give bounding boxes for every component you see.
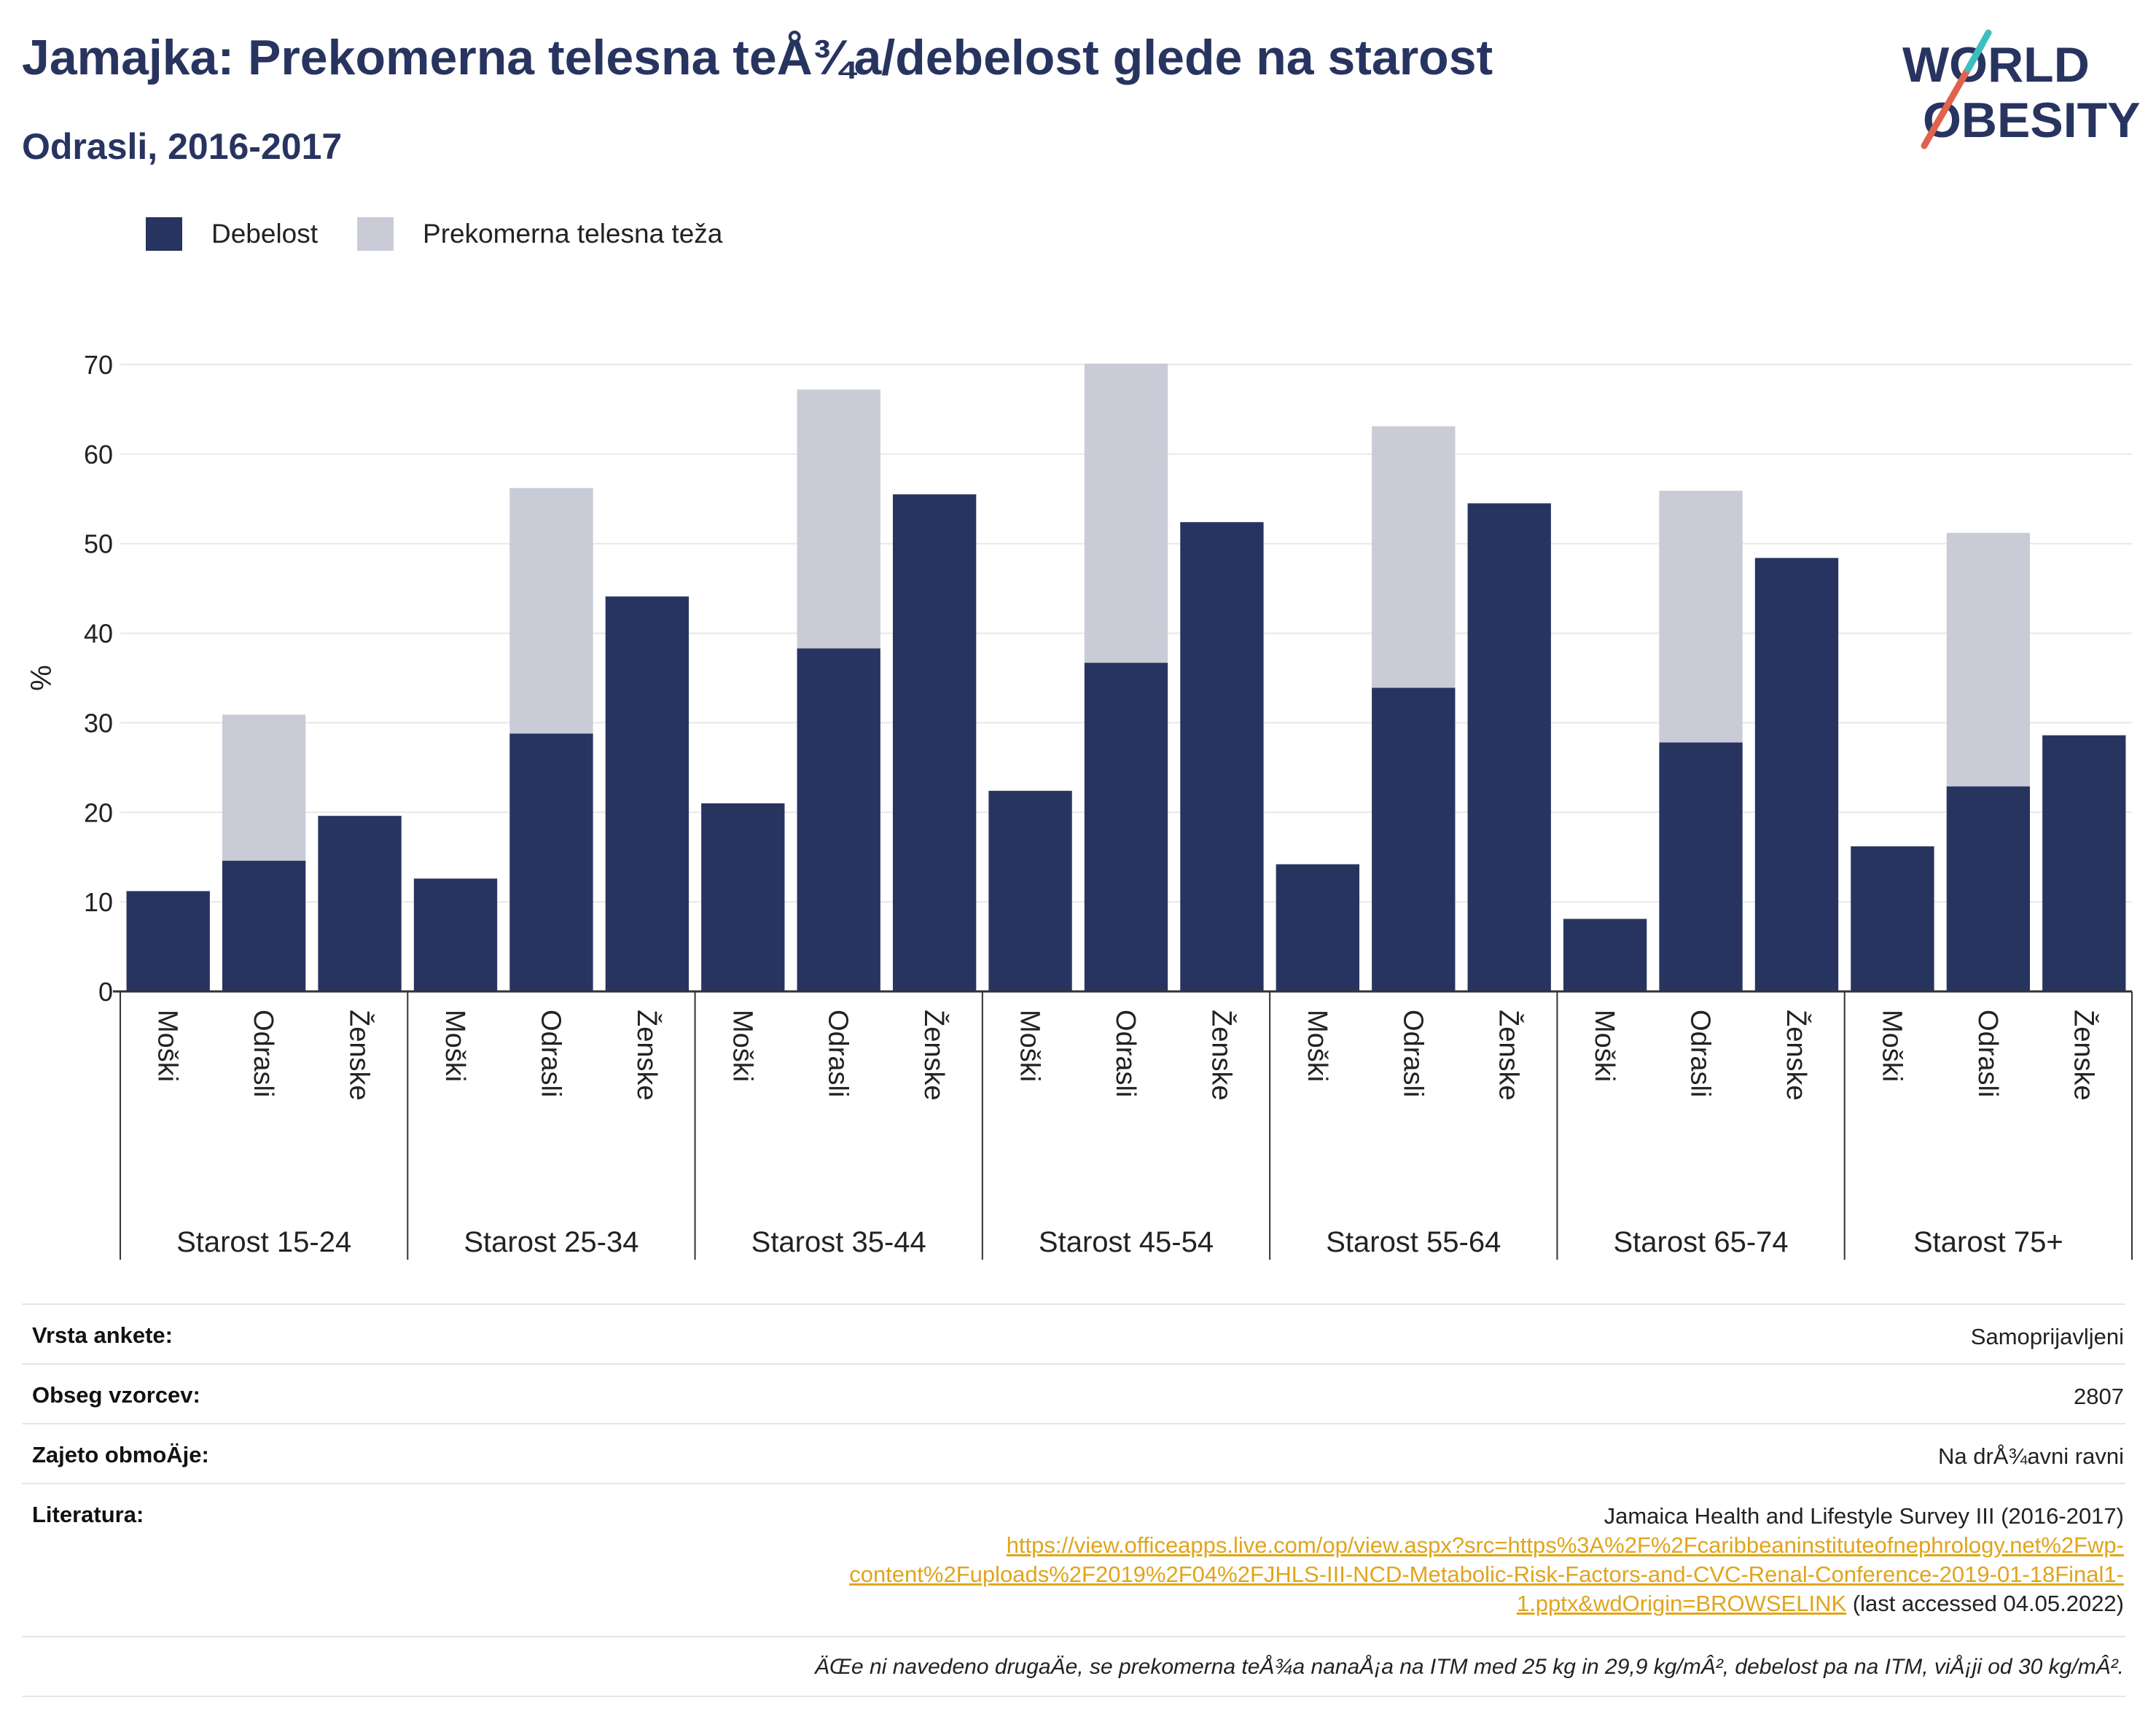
x-tick-label: Ženske [344, 1010, 375, 1101]
x-tick-label: Ženske [2068, 1010, 2099, 1101]
legend-swatch-obesity [146, 217, 182, 251]
bar-obesity [509, 733, 593, 991]
x-tick-label: Moški [440, 1010, 470, 1082]
x-tick-label: Odrasli [823, 1010, 854, 1097]
y-tick-label: 60 [84, 440, 113, 469]
x-tick-label: Moški [152, 1010, 183, 1082]
group-label: Starost 15-24 [176, 1226, 351, 1258]
group-label: Starost 75+ [1913, 1226, 2063, 1258]
info-table: Vrsta ankete: Samoprijavljeni Obseg vzor… [22, 1303, 2125, 1697]
bar-obesity [701, 803, 784, 991]
bar-overweight [222, 714, 305, 860]
bar-obesity [2042, 736, 2125, 991]
x-tick-label: Moški [1876, 1010, 1907, 1082]
bar-chart: 0 10 20 30 40 50 60 70% Moški Odrasli Ženske Staros… [0, 292, 2156, 1268]
bar-overweight [1085, 364, 1168, 663]
bar-obesity [606, 596, 689, 991]
legend-label-overweight: Prekomerna telesna teža [423, 219, 722, 249]
x-tick-label: Moški [1589, 1010, 1620, 1082]
y-tick-label: 10 [84, 887, 113, 917]
x-tick-label: Odrasli [1972, 1010, 2003, 1097]
group-label: Starost 65-74 [1614, 1226, 1789, 1258]
bar-obesity [1085, 663, 1168, 991]
legend-swatch-overweight [357, 217, 394, 251]
sample-value: 2807 [2074, 1382, 2124, 1423]
bar-obesity [1372, 688, 1455, 991]
sample-label: Obseg vzorcev: [32, 1382, 200, 1423]
group-label: Starost 35-44 [751, 1226, 926, 1258]
bar-overweight [1372, 426, 1455, 688]
world-obesity-logo: WORLD OBESITY [1902, 29, 2143, 153]
logo-line2: OBESITY [1923, 93, 2141, 148]
legend-item-obesity[interactable]: Debelost [146, 217, 318, 251]
x-tick-label: Moški [1302, 1010, 1332, 1082]
bar-obesity [1180, 522, 1263, 991]
survey-type-label: Vrsta ankete: [32, 1322, 173, 1363]
group-label: Starost 25-34 [464, 1226, 638, 1258]
y-tick-label: 0 [98, 977, 113, 1007]
chart-subtitle: Odrasli, 2016-2017 [22, 125, 342, 168]
x-tick-label: Odrasli [535, 1010, 566, 1097]
bar-obesity [1659, 742, 1742, 991]
x-tick-label: Odrasli [1685, 1010, 1716, 1097]
bar-obesity [1563, 919, 1647, 991]
bar-obesity [1755, 558, 1838, 991]
y-tick-label: 20 [84, 798, 113, 827]
group-label: Starost 55-64 [1326, 1226, 1501, 1258]
bar-obesity [318, 816, 401, 991]
area-value: Na drÅ¾avni ravni [1938, 1442, 2124, 1483]
bar-obesity [414, 878, 497, 991]
info-row-area: Zajeto obmoÄ je: Na drÅ¾avni ravni [22, 1423, 2125, 1483]
y-tick-label: 30 [84, 708, 113, 738]
bar-obesity [988, 791, 1071, 991]
survey-type-value: Samoprijavljeni [1971, 1322, 2124, 1363]
literature-value: Jamaica Health and Lifestyle Survey III … [849, 1502, 2124, 1636]
x-tick-label: Moški [727, 1010, 757, 1082]
x-tick-label: Odrasli [1397, 1010, 1428, 1097]
x-tick-label: Ženske [1206, 1010, 1237, 1101]
bar-obesity [1468, 503, 1551, 991]
literature-accessed: (last accessed 04.05.2022) [1846, 1591, 2124, 1616]
literature-source: Jamaica Health and Lifestyle Survey III … [1604, 1503, 2124, 1529]
x-tick-label: Ženske [631, 1010, 663, 1101]
info-row-sample: Obseg vzorcev: 2807 [22, 1363, 2125, 1423]
y-tick-label: 40 [84, 619, 113, 649]
area-label: Zajeto obmoÄ je: [32, 1442, 209, 1483]
y-tick-label: 50 [84, 529, 113, 559]
legend-item-overweight[interactable]: Prekomerna telesna teža [357, 217, 722, 251]
legend: Debelost Prekomerna telesna teža [146, 217, 762, 251]
bar-obesity [797, 648, 880, 991]
info-row-survey-type: Vrsta ankete: Samoprijavljeni [22, 1303, 2125, 1363]
bar-obesity [1947, 787, 2030, 991]
footnote: ÄŒe ni navedeno drugaÄ e, se prekomerna … [22, 1636, 2125, 1697]
bar-overweight [509, 488, 593, 734]
legend-label-obesity: Debelost [211, 219, 318, 249]
bar-overweight [1947, 533, 2030, 787]
bar-obesity [1851, 846, 1934, 991]
x-tick-label: Odrasli [1110, 1010, 1141, 1097]
group-label: Starost 45-54 [1039, 1226, 1214, 1258]
x-tick-label: Ženske [918, 1010, 950, 1101]
x-tick-label: Ženske [1493, 1010, 1525, 1101]
bar-obesity [127, 891, 210, 991]
bar-obesity [1276, 865, 1359, 991]
x-tick-label: Ženske [1781, 1010, 1812, 1101]
bar-obesity [222, 861, 305, 991]
logo-line1: WORLD [1902, 37, 2090, 93]
bar-obesity [893, 494, 976, 991]
bar-overweight [797, 389, 880, 648]
literature-label: Literatura: [32, 1502, 144, 1636]
chart-title: Jamajka: Prekomerna telesna teÅ¾a/debelo… [22, 29, 1493, 86]
info-row-literature: Literatura: Jamaica Health and Lifestyle… [22, 1483, 2125, 1636]
x-tick-label: Moški [1015, 1010, 1045, 1082]
x-tick-label: Odrasli [248, 1010, 278, 1097]
y-axis-label: % [26, 665, 58, 691]
y-tick-label: 70 [84, 350, 113, 380]
bar-overweight [1659, 491, 1742, 742]
